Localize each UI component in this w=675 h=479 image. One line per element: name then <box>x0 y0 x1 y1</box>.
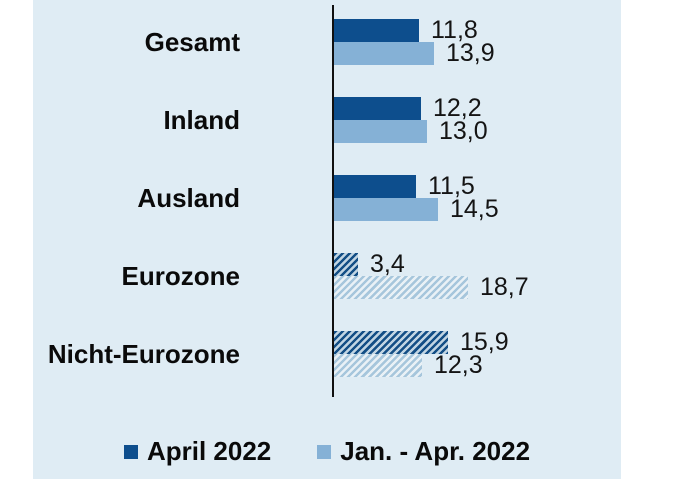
value-label-jan-apr-2022: 13,0 <box>439 117 488 145</box>
legend-label-april-2022: April 2022 <box>146 436 272 466</box>
legend-item-april-2022: April 2022 <box>123 436 272 467</box>
value-label-jan-apr-2022: 14,5 <box>450 195 499 223</box>
bar-april-2022 <box>334 175 416 198</box>
legend-label-jan-apr-2022: Jan. - Apr. 2022 <box>340 436 531 466</box>
category-label: Eurozone <box>121 261 240 291</box>
chart-panel: Gesamt 11,8 13,9 Inland 12,2 13,0 Auslan… <box>33 0 621 479</box>
legend-swatch-jan-apr-2022 <box>317 444 332 459</box>
legend-swatch-april-2022 <box>123 444 138 459</box>
category-label: Ausland <box>137 183 240 213</box>
value-label-april-2022: 11,8 <box>431 16 478 44</box>
value-label-jan-apr-2022: 12,3 <box>434 351 483 379</box>
value-label-jan-apr-2022: 18,7 <box>480 273 529 301</box>
value-label-april-2022: 15,9 <box>460 328 509 356</box>
legend-item-jan-apr-2022: Jan. - Apr. 2022 <box>317 436 530 467</box>
value-label-april-2022: 3,4 <box>370 250 405 278</box>
category-label: Gesamt <box>144 27 240 57</box>
category-label: Inland <box>163 105 240 135</box>
category-label: Nicht-Eurozone <box>47 339 240 369</box>
value-label-april-2022: 11,5 <box>428 172 475 200</box>
bar-jan-apr-2022 <box>334 276 468 299</box>
value-label-april-2022: 12,2 <box>433 94 482 122</box>
bar-april-2022 <box>334 331 448 354</box>
bar-april-2022 <box>334 97 421 120</box>
bar-jan-apr-2022 <box>334 354 422 377</box>
bar-april-2022 <box>334 19 419 42</box>
bar-jan-apr-2022 <box>334 198 438 221</box>
bar-april-2022 <box>334 253 358 276</box>
y-axis-line <box>332 5 334 397</box>
chart-groups: Gesamt 11,8 13,9 Inland 12,2 13,0 Auslan… <box>33 0 621 479</box>
bar-jan-apr-2022 <box>334 120 427 143</box>
value-label-jan-apr-2022: 13,9 <box>446 39 495 67</box>
legend: April 2022 Jan. - Apr. 2022 <box>33 436 621 467</box>
bar-jan-apr-2022 <box>334 42 434 65</box>
